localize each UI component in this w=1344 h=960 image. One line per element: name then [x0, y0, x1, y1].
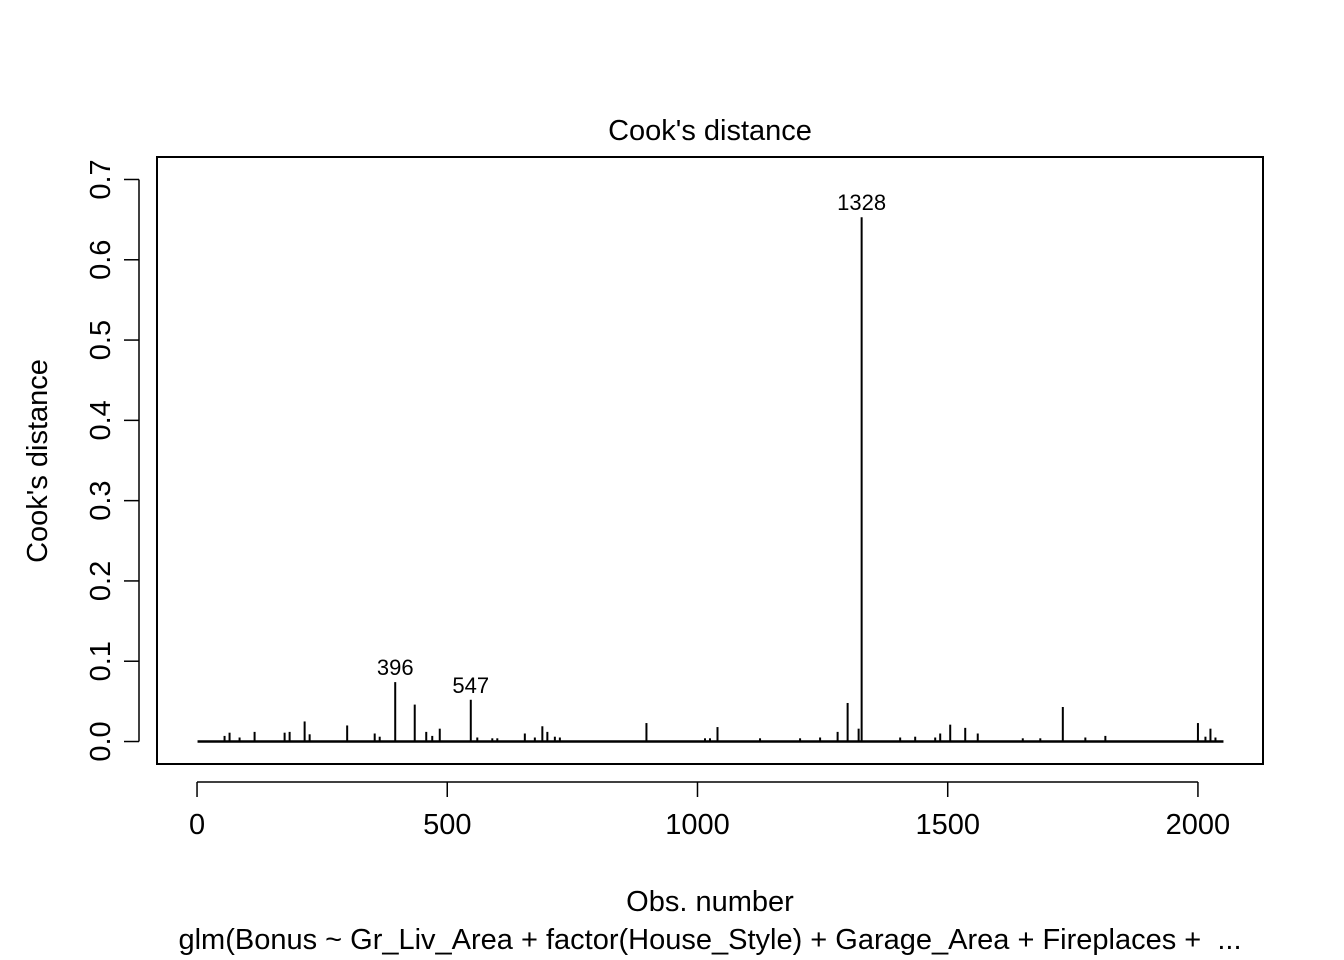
y-axis-label: Cook's distance: [22, 359, 54, 563]
y-tick-label: 0.4: [85, 400, 117, 440]
plot-box: [156, 156, 1264, 765]
y-tick-label: 0.2: [85, 561, 117, 601]
x-axis-label: Obs. number: [626, 886, 794, 918]
y-tick-label: 0.5: [85, 320, 117, 360]
outlier-label: 1328: [837, 190, 886, 215]
y-tick-label: 0.6: [85, 240, 117, 280]
x-tick-label: 1500: [915, 809, 980, 841]
chart-title: Cook's distance: [608, 115, 812, 147]
outlier-label: 396: [377, 655, 414, 680]
x-tick-label: 500: [423, 809, 471, 841]
x-tick-label: 2000: [1166, 809, 1231, 841]
x-tick-label: 0: [189, 809, 205, 841]
outlier-label: 547: [452, 673, 489, 698]
y-axis: 0.0 0.1 0.2 0.3 0.4 0.5 0.6 0.7: [85, 159, 140, 762]
y-tick-label: 0.3: [85, 480, 117, 520]
y-tick-label: 0.0: [85, 721, 117, 761]
point-labels: 396 547 1328: [377, 190, 886, 698]
x-tick-label: 1000: [665, 809, 730, 841]
data-series: [197, 217, 1224, 743]
y-tick-label: 0.7: [85, 159, 117, 199]
model-formula-subtitle: glm(Bonus ~ Gr_Liv_Area + factor(House_S…: [178, 924, 1241, 956]
x-axis: 0 500 1000 1500 2000: [189, 781, 1231, 841]
y-tick-label: 0.1: [85, 641, 117, 681]
